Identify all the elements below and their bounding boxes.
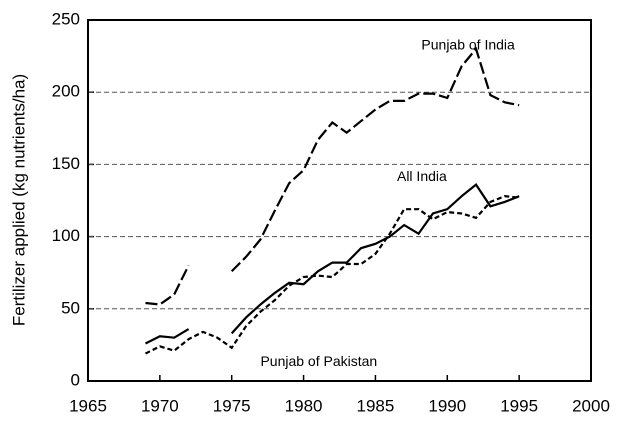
x-tick-label: 1980 [285,396,323,415]
series-line [145,46,520,306]
series-label: Punjab of Pakistan [260,353,377,369]
x-tick-label: 2000 [572,396,610,415]
y-tick-label: 0 [71,370,80,389]
x-tick-label: 1965 [69,396,107,415]
y-tick-label: 100 [52,226,80,245]
series-line [144,183,520,345]
x-tick-label: 1995 [500,396,538,415]
x-tick-label: 1990 [428,396,466,415]
y-tick-label: 250 [52,9,80,28]
y-tick-label: 50 [61,298,80,317]
x-tick-label: 1975 [213,396,251,415]
series-label: Punjab of India [421,37,515,53]
plot-frame [87,19,592,382]
x-tick-label: 1985 [357,396,395,415]
y-axis-label: Fertilizer applied (kg nutrients/ha) [9,74,28,326]
x-tick-label: 1970 [141,396,179,415]
series-line [144,195,520,355]
y-tick-label: 200 [52,82,80,101]
y-tick-label: 150 [52,154,80,173]
series-label: All India [397,168,447,184]
